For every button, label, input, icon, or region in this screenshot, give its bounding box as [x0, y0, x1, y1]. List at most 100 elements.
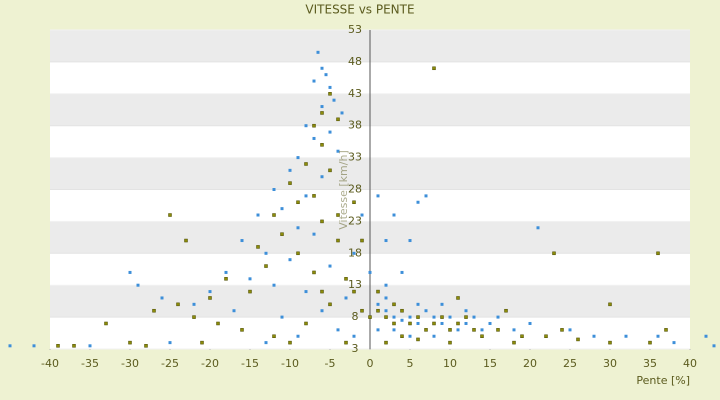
point [656, 334, 660, 338]
x-tick-label: 0 [367, 357, 374, 370]
point [104, 321, 108, 326]
point [200, 340, 204, 345]
point [368, 315, 372, 319]
point [384, 239, 388, 243]
point [296, 200, 300, 205]
point [376, 289, 380, 294]
x-tick-label: -35 [81, 357, 99, 370]
point [312, 123, 316, 128]
point [400, 270, 404, 274]
point [512, 328, 516, 332]
point [324, 73, 328, 77]
point [56, 344, 60, 348]
x-axis-label: Pente [%] [636, 374, 690, 387]
point [432, 321, 436, 326]
point [224, 277, 228, 281]
point [208, 296, 212, 300]
point [192, 302, 196, 306]
point [440, 315, 444, 319]
point [392, 328, 396, 332]
point [384, 283, 388, 287]
point [312, 270, 316, 275]
point [408, 334, 412, 338]
point [392, 315, 396, 319]
x-tick-label: -40 [41, 357, 59, 370]
point [448, 315, 452, 319]
point [216, 321, 220, 326]
point [328, 302, 332, 307]
point [320, 175, 324, 179]
point [520, 334, 524, 338]
point [472, 315, 476, 319]
point [320, 111, 324, 115]
x-tick-label: 20 [523, 357, 537, 370]
point [376, 328, 380, 332]
point [304, 124, 308, 128]
x-tick-label: -10 [281, 357, 299, 370]
point [496, 328, 500, 332]
point [456, 296, 460, 300]
point [400, 334, 404, 338]
point [496, 315, 500, 319]
point [312, 232, 316, 236]
point [528, 321, 532, 325]
point [312, 194, 316, 198]
y-tick-label: 8 [352, 310, 359, 323]
x-tick-label: 10 [443, 357, 457, 370]
x-tick-label: -25 [161, 357, 179, 370]
x-tick-label: -30 [121, 357, 139, 370]
point [424, 328, 428, 332]
point [608, 302, 612, 307]
y-axis-label: Vitesse [km/h] [337, 150, 350, 230]
point [576, 337, 580, 342]
point [264, 251, 268, 255]
chart-title: VITESSE vs PENTE [305, 3, 414, 17]
point [240, 328, 244, 332]
x-tick-label: 30 [603, 357, 617, 370]
point [384, 315, 388, 319]
x-tick-label: -15 [241, 357, 259, 370]
point [296, 251, 300, 256]
point [320, 309, 324, 313]
point [264, 341, 268, 345]
point [288, 258, 292, 262]
point [272, 334, 276, 338]
point [464, 321, 468, 325]
point [448, 328, 452, 332]
point [488, 321, 492, 325]
point [352, 251, 356, 255]
point [280, 207, 284, 211]
point [256, 245, 260, 249]
point [416, 321, 420, 325]
point [400, 318, 404, 322]
point [408, 315, 412, 319]
point [712, 344, 716, 348]
point [296, 334, 300, 338]
point [408, 239, 412, 243]
point [480, 328, 484, 332]
x-tick-label: 25 [563, 357, 577, 370]
point [336, 117, 340, 122]
point [424, 194, 428, 198]
point [328, 85, 332, 89]
x-tick-label: 15 [483, 357, 497, 370]
point [536, 226, 540, 230]
point [592, 334, 596, 338]
point [360, 308, 364, 313]
point [304, 290, 308, 294]
point [336, 149, 340, 153]
point [472, 328, 476, 332]
point [280, 232, 284, 236]
point [296, 156, 300, 160]
x-tick-label: 40 [683, 357, 697, 370]
point [544, 334, 548, 338]
point [328, 168, 332, 173]
x-tick-label: 5 [407, 357, 414, 370]
y-tick-label: 23 [348, 214, 362, 227]
point [448, 340, 452, 345]
y-tick-label: 43 [348, 87, 362, 100]
point [144, 344, 148, 348]
x-tick-label: 35 [643, 357, 657, 370]
point [672, 341, 676, 345]
